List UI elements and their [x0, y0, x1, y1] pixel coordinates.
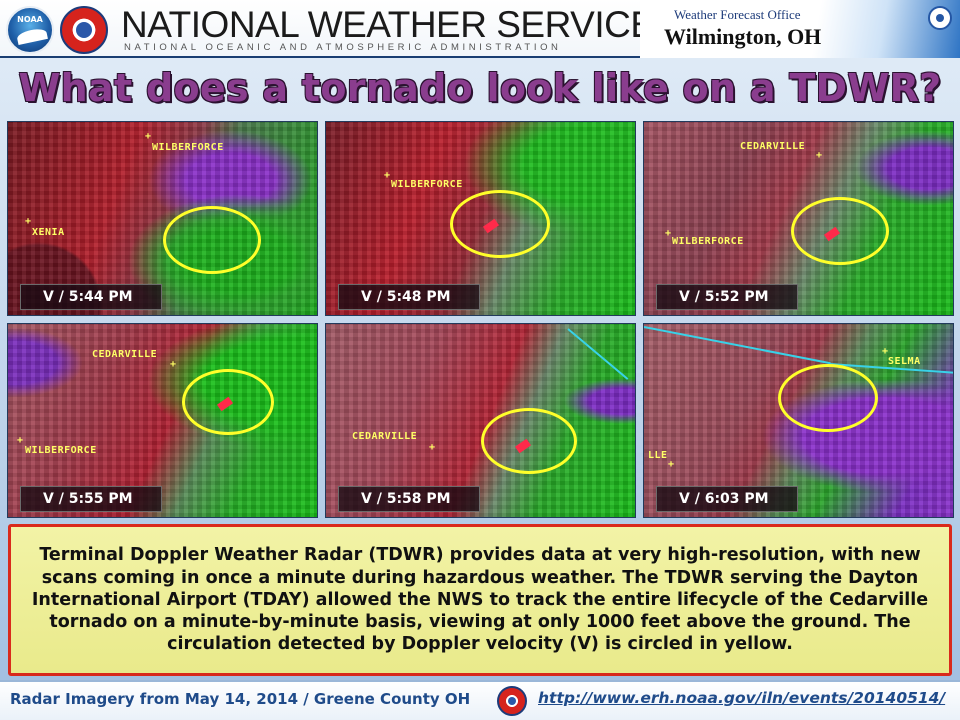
- town-label: WILBERFORCE: [25, 445, 97, 456]
- town-marker: +: [17, 435, 24, 446]
- radar-panel-6: + SELMA LLE + V / 6:03 PM: [643, 323, 954, 518]
- town-marker: +: [384, 170, 391, 181]
- town-marker: +: [170, 359, 177, 370]
- scan-time-label: V / 5:55 PM: [20, 486, 162, 512]
- town-marker: +: [145, 131, 152, 142]
- footer-caption: Radar Imagery from May 14, 2014 / Greene…: [10, 690, 471, 708]
- town-label: SELMA: [888, 356, 921, 367]
- town-label: WILBERFORCE: [152, 142, 224, 153]
- circulation-circle: [450, 190, 550, 258]
- description-text: Terminal Doppler Weather Radar (TDWR) pr…: [31, 545, 929, 655]
- scan-time-label: V / 5:58 PM: [338, 486, 480, 512]
- scan-time-label: V / 5:48 PM: [338, 284, 480, 310]
- town-label: XENIA: [32, 227, 65, 238]
- slide-title: What does a tornado look like on a TDWR?: [18, 66, 942, 110]
- town-label: CEDARVILLE: [352, 431, 418, 442]
- town-marker: +: [25, 216, 32, 227]
- scan-time-label: V / 5:44 PM: [20, 284, 162, 310]
- radar-panel-1: + WILBERFORCE + XENIA V / 5:44 PM: [7, 121, 318, 316]
- radar-panel-3: CEDARVILLE + + WILBERFORCE V / 5:52 PM: [643, 121, 954, 316]
- town-marker: +: [882, 346, 889, 357]
- circulation-circle: [182, 369, 274, 435]
- header-banner: NOAA NATIONAL WEATHER SERVICE NATIONAL O…: [0, 0, 960, 58]
- office-badge-background: [640, 0, 960, 58]
- county-line: [567, 328, 629, 380]
- agency-title: NATIONAL WEATHER SERVICE: [121, 4, 655, 45]
- circulation-circle: [791, 197, 889, 265]
- agency-subtitle: NATIONAL OCEANIC AND ATMOSPHERIC ADMINIS…: [124, 42, 562, 53]
- doc-seal-icon: [928, 6, 952, 30]
- radar-panel-5: CEDARVILLE + V / 5:58 PM: [325, 323, 636, 518]
- scan-time-label: V / 5:52 PM: [656, 284, 798, 310]
- town-label: WILBERFORCE: [391, 179, 463, 190]
- nws-logo-icon: [60, 6, 108, 54]
- nws-seal-icon: [497, 686, 527, 716]
- noaa-logo-icon: NOAA: [6, 6, 54, 54]
- noaa-logo-text: NOAA: [17, 15, 43, 24]
- town-label: WILBERFORCE: [672, 236, 744, 247]
- circulation-circle: [163, 206, 261, 274]
- description-box: Terminal Doppler Weather Radar (TDWR) pr…: [8, 524, 952, 676]
- noaa-bird-shape: [16, 27, 48, 45]
- scan-time-label: V / 6:03 PM: [656, 486, 798, 512]
- town-label: LLE: [648, 450, 668, 461]
- town-marker: +: [816, 150, 823, 161]
- footer-bar: Radar Imagery from May 14, 2014 / Greene…: [0, 680, 960, 720]
- county-line: [644, 326, 831, 365]
- town-marker: +: [429, 442, 436, 453]
- town-marker: +: [668, 459, 675, 470]
- circulation-circle: [481, 408, 577, 474]
- radar-panel-2: + WILBERFORCE V / 5:48 PM: [325, 121, 636, 316]
- radar-panel-4: CEDARVILLE + + WILBERFORCE V / 5:55 PM: [7, 323, 318, 518]
- nws-logo-center: [76, 22, 92, 38]
- event-page-link[interactable]: http://www.erh.noaa.gov/iln/events/20140…: [538, 689, 946, 707]
- town-label: CEDARVILLE: [740, 141, 806, 152]
- circulation-circle: [778, 364, 878, 432]
- office-label: Weather Forecast Office: [674, 7, 801, 22]
- town-marker: +: [665, 228, 672, 239]
- town-label: CEDARVILLE: [92, 349, 158, 360]
- office-city: Wilmington, OH: [664, 24, 822, 49]
